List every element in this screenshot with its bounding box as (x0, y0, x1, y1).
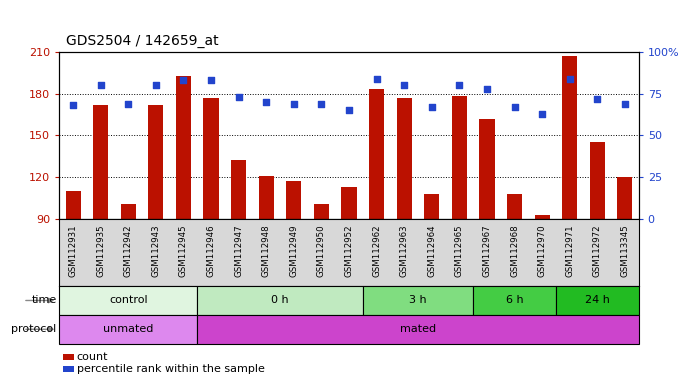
Bar (452, 96, 467, 219)
Point (371, 76, 383, 82)
Bar (93, 105, 108, 219)
Bar (424, 194, 439, 219)
Text: time: time (31, 295, 57, 306)
Bar (204, 98, 218, 219)
Text: mated: mated (400, 324, 436, 334)
Text: GSM112947: GSM112947 (234, 224, 243, 277)
Point (260, 99, 272, 105)
Text: GSM113345: GSM113345 (621, 224, 630, 277)
Point (509, 104, 520, 110)
Bar (148, 105, 163, 219)
Point (288, 101, 299, 107)
Bar (59, 315, 198, 344)
Bar (59, 286, 198, 315)
Bar (617, 177, 632, 219)
Text: GSM112946: GSM112946 (207, 224, 216, 277)
Text: GSM112965: GSM112965 (455, 224, 464, 277)
Text: GSM112950: GSM112950 (317, 224, 326, 277)
Bar (198, 286, 363, 315)
Point (315, 101, 327, 107)
Bar (259, 176, 274, 219)
Text: GSM112970: GSM112970 (537, 224, 547, 277)
Text: percentile rank within the sample: percentile rank within the sample (77, 364, 265, 374)
Point (343, 107, 355, 113)
Point (426, 104, 438, 110)
Point (564, 76, 575, 82)
Point (205, 77, 216, 83)
Point (233, 94, 244, 100)
Point (95, 82, 106, 88)
Bar (396, 98, 412, 219)
Text: GSM112952: GSM112952 (345, 224, 353, 277)
Text: GSM112931: GSM112931 (68, 224, 77, 277)
Text: 0 h: 0 h (272, 295, 289, 306)
Bar (341, 187, 357, 219)
Point (619, 101, 630, 107)
Bar (363, 286, 473, 315)
Bar (480, 119, 494, 219)
Text: control: control (109, 295, 147, 306)
Bar (198, 315, 639, 344)
Bar (535, 215, 550, 219)
Bar (473, 286, 556, 315)
Point (537, 111, 548, 117)
Bar (562, 56, 577, 219)
Point (150, 82, 161, 88)
Text: protocol: protocol (11, 324, 57, 334)
Point (399, 82, 410, 88)
Text: GSM112949: GSM112949 (290, 224, 298, 277)
Point (592, 96, 603, 102)
Bar (231, 161, 246, 219)
Text: GSM112935: GSM112935 (96, 224, 105, 277)
Point (123, 101, 134, 107)
Text: count: count (77, 352, 108, 362)
Text: GSM112972: GSM112972 (593, 224, 602, 277)
Bar (556, 286, 639, 315)
Point (482, 86, 493, 92)
Text: GSM112942: GSM112942 (124, 224, 133, 277)
Text: 24 h: 24 h (585, 295, 610, 306)
Bar (176, 76, 191, 219)
Point (454, 82, 465, 88)
Point (178, 77, 189, 83)
Bar (66, 191, 81, 219)
Text: GSM112962: GSM112962 (372, 224, 381, 277)
Bar (507, 194, 522, 219)
Text: 6 h: 6 h (506, 295, 524, 306)
Bar (286, 181, 302, 219)
Text: GSM112945: GSM112945 (179, 224, 188, 277)
Bar (314, 204, 329, 219)
Text: GDS2504 / 142659_at: GDS2504 / 142659_at (66, 34, 219, 48)
Bar (121, 204, 136, 219)
Text: 3 h: 3 h (409, 295, 426, 306)
Point (68, 102, 79, 108)
Text: unmated: unmated (103, 324, 154, 334)
Text: GSM112963: GSM112963 (400, 224, 408, 277)
Text: GSM112968: GSM112968 (510, 224, 519, 277)
Text: GSM112971: GSM112971 (565, 224, 574, 277)
Text: GSM112948: GSM112948 (262, 224, 271, 277)
Text: GSM112943: GSM112943 (151, 224, 161, 277)
Bar (590, 142, 605, 219)
Text: GSM112967: GSM112967 (482, 224, 491, 277)
Bar (369, 89, 384, 219)
Text: GSM112964: GSM112964 (427, 224, 436, 277)
